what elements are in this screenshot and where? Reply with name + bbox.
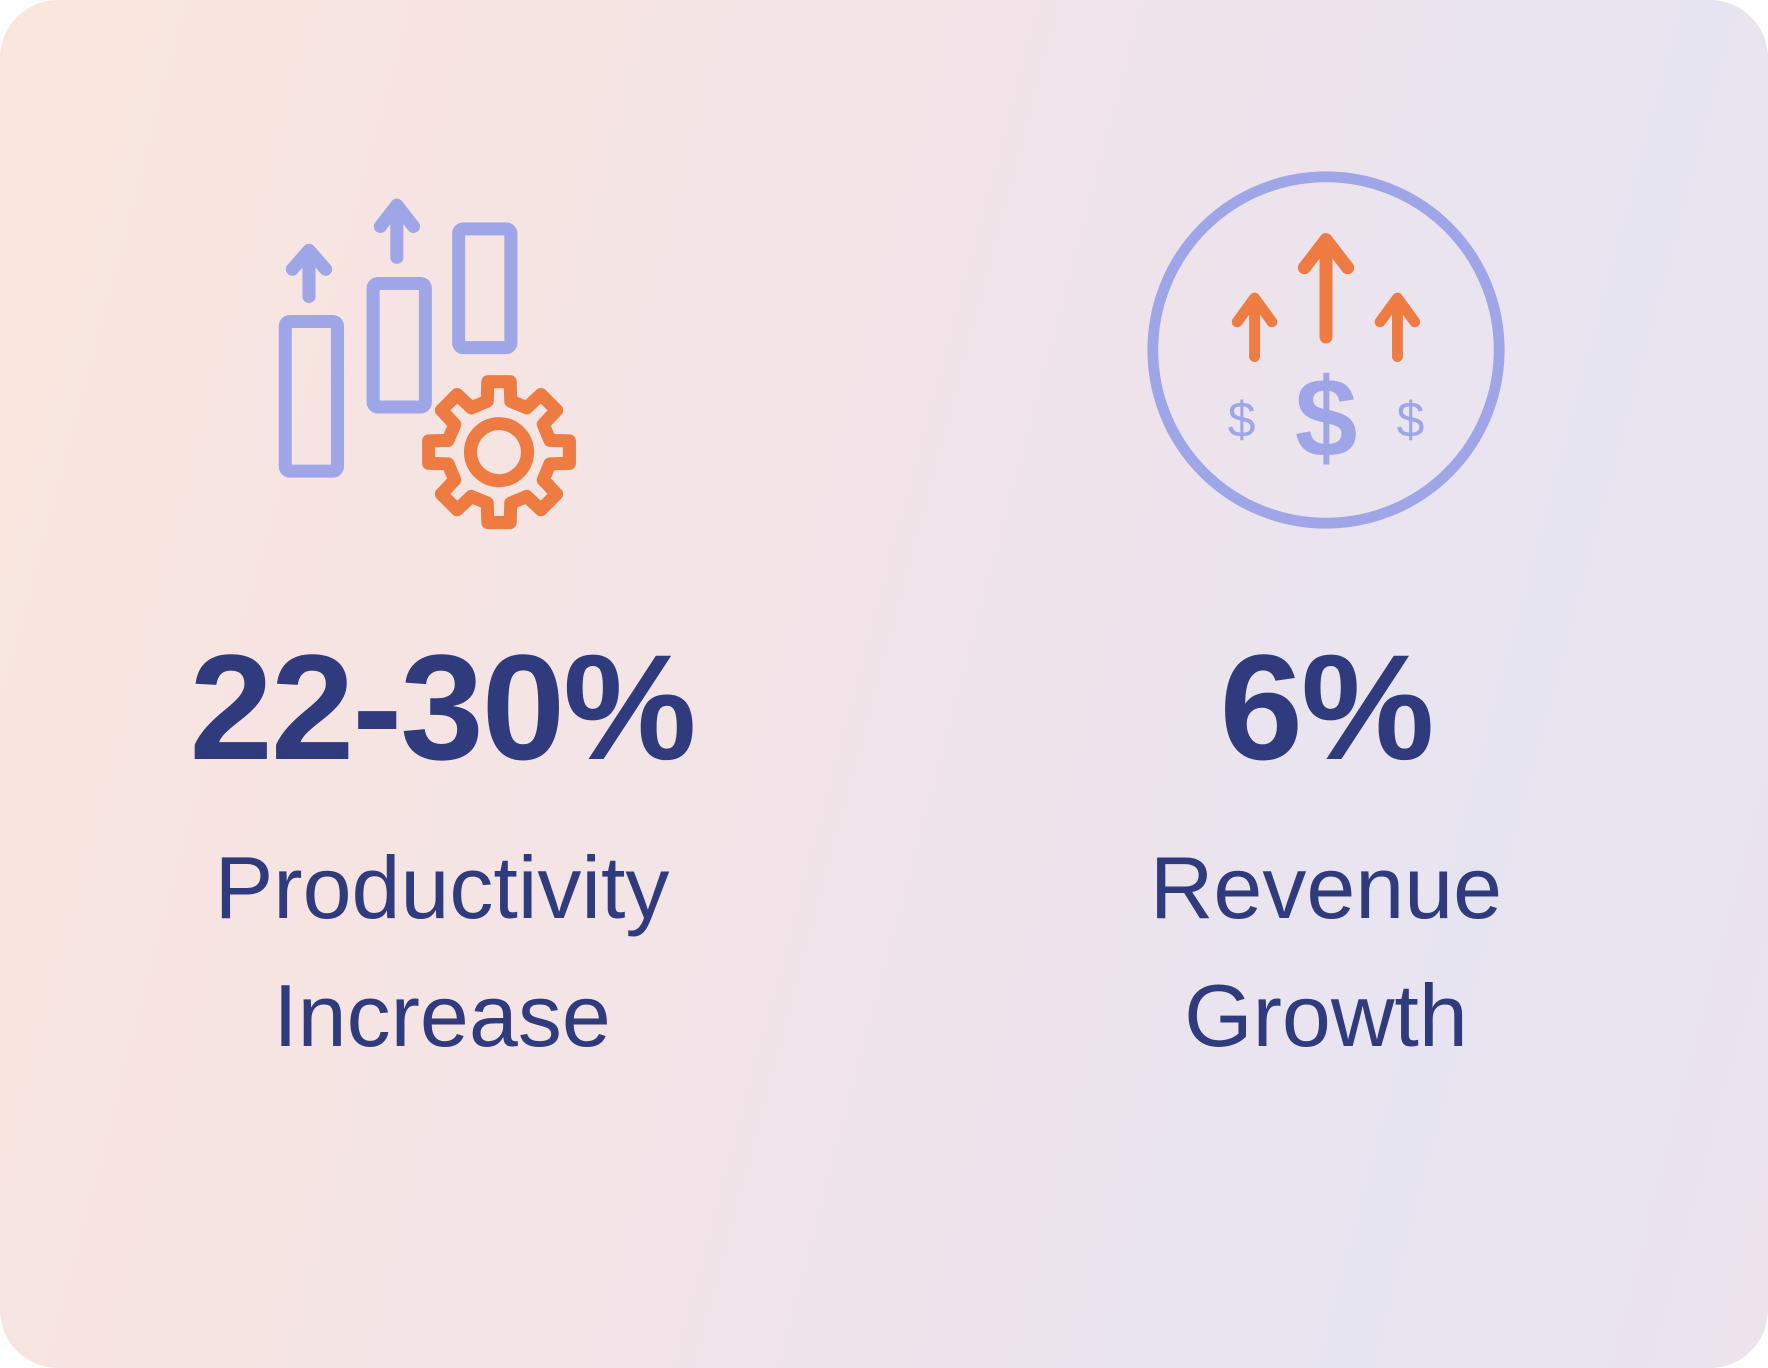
up-arrow-icon [285,243,333,304]
up-arrow-icon [1297,233,1355,344]
bar-chart-bar-icon [366,276,432,414]
revenue-icon-box: $ $ $ [1142,150,1510,550]
productivity-value: 22-30% [189,623,696,791]
up-arrow-icon [1231,292,1278,362]
stat-productivity: 22-30% Productivity Increase [0,150,884,1368]
bar-chart-bar-icon [278,314,345,478]
revenue-growth-dollar-icon: $ $ $ [1147,171,1505,529]
bar-chart-bar-icon [452,222,518,355]
circle-outline-icon [1147,171,1505,529]
revenue-value: 6% [1219,623,1435,791]
productivity-icon-box [262,150,622,550]
gear-icon [422,375,576,530]
productivity-bars-gear-icon [278,198,576,530]
dollar-sign-large-icon: $ [1295,354,1358,480]
dollar-sign-small-icon: $ [1228,392,1256,448]
dollar-sign-small-icon: $ [1397,392,1425,448]
productivity-label: Productivity Increase [214,838,670,1065]
stat-revenue: $ $ $ 6% Revenue Growth [884,150,1768,1368]
revenue-label: Revenue Growth [1149,838,1503,1065]
up-arrow-icon [373,198,421,264]
up-arrow-icon [1374,292,1421,362]
